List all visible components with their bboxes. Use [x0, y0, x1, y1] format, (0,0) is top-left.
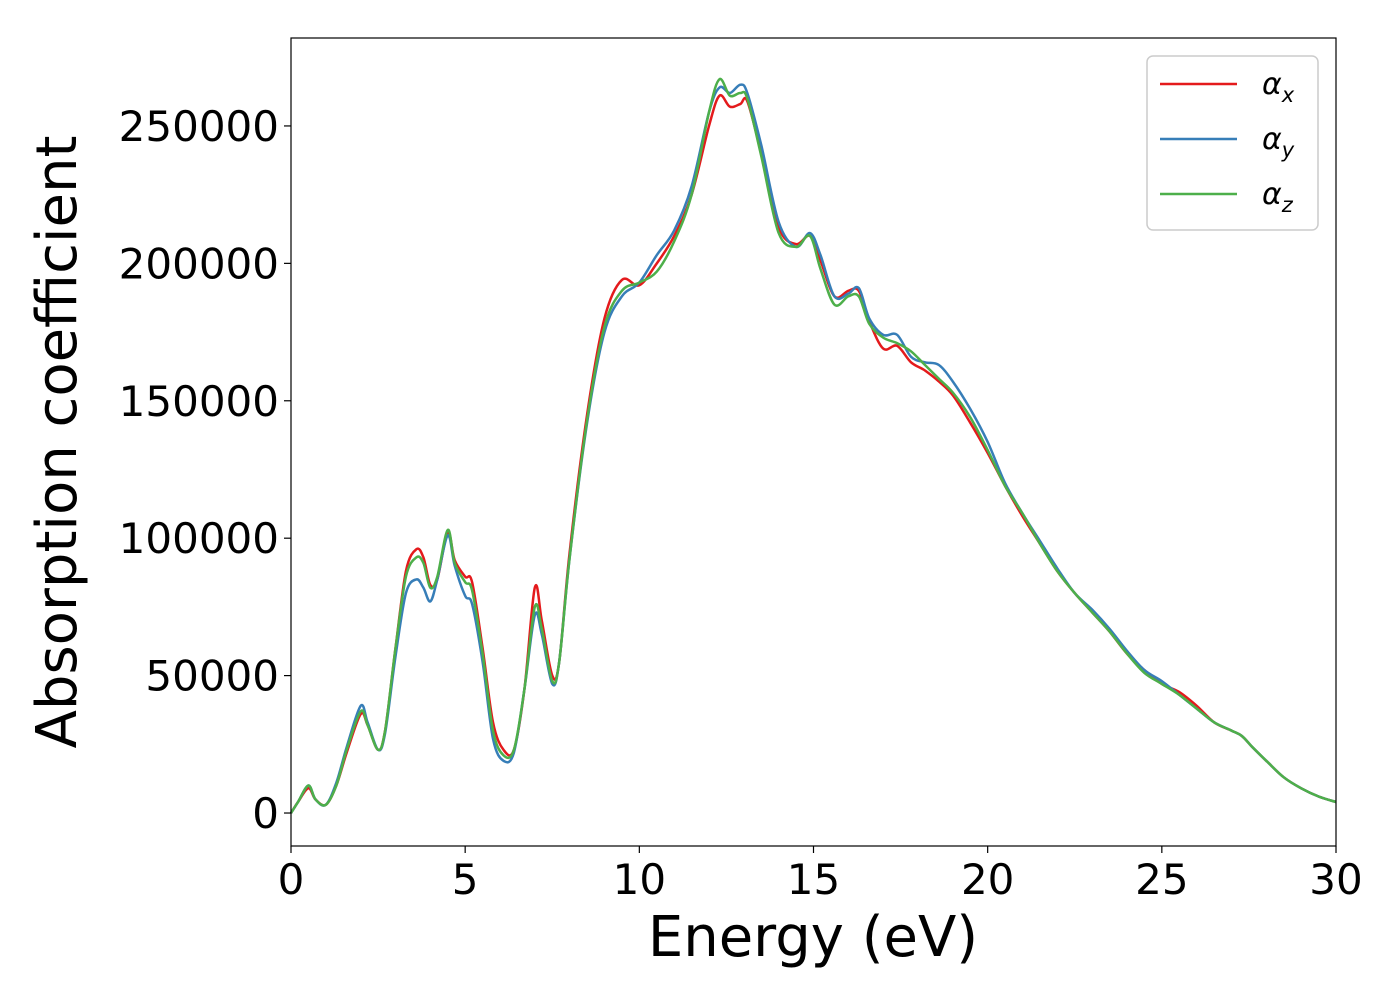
legend-label-3: αz: [1262, 177, 1294, 217]
x-tick-label: 25: [1135, 855, 1188, 904]
y-tick-label: 250000: [119, 102, 279, 151]
y-tick-label: 200000: [119, 239, 279, 288]
legend: αx αy αz: [1146, 55, 1319, 231]
x-axis-label: Energy (eV): [648, 905, 978, 970]
legend-label-2: αy: [1262, 122, 1295, 162]
y-tick-label: 100000: [119, 514, 279, 563]
legend-label-1: αx: [1262, 67, 1295, 107]
x-ticks: 0 5 10 15 20 25 30: [278, 846, 1363, 904]
x-tick-label: 30: [1309, 855, 1362, 904]
x-tick-label: 0: [278, 855, 305, 904]
x-tick-label: 5: [452, 855, 479, 904]
x-tick-label: 10: [613, 855, 666, 904]
x-tick-label: 20: [961, 855, 1014, 904]
series-layer: [289, 77, 1337, 814]
y-axis-label: Absorption coefficient: [25, 136, 90, 749]
x-tick-label: 15: [787, 855, 840, 904]
y-ticks: 0 50000 100000 150000 200000 250000: [119, 102, 291, 838]
series-line-3: [289, 77, 1337, 814]
y-tick-label: 150000: [119, 377, 279, 426]
legend-frame: [1146, 55, 1319, 231]
y-tick-label: 50000: [145, 652, 279, 701]
series-line-2: [289, 83, 1337, 814]
y-tick-label: 0: [252, 789, 279, 838]
